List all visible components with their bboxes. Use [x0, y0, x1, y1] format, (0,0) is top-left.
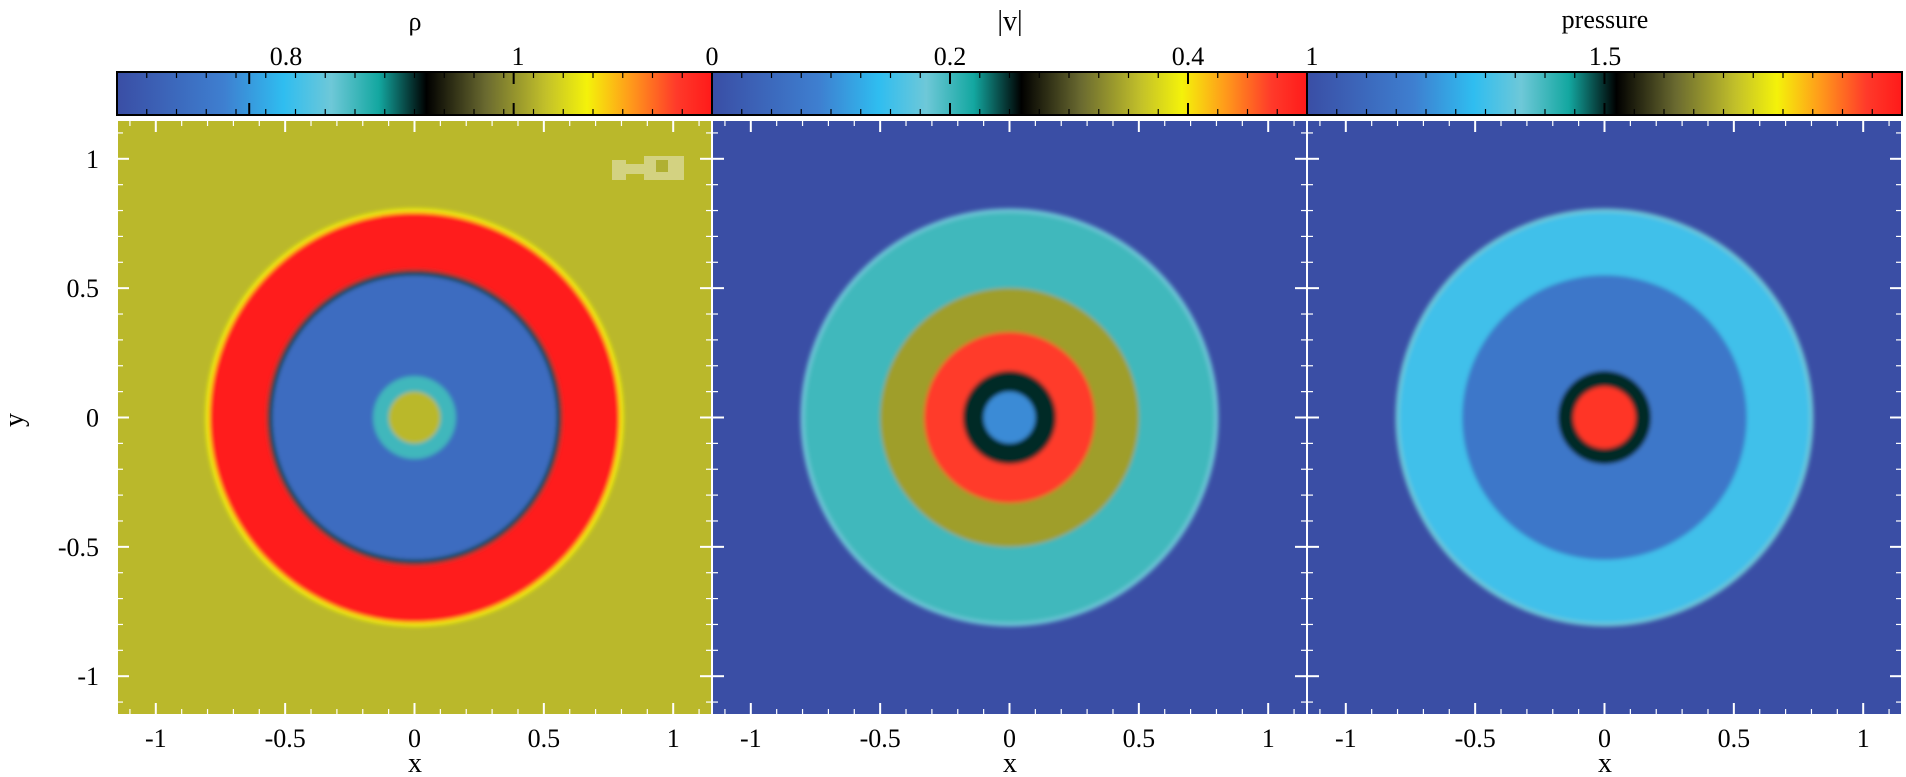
x-tick-label: 0 [1598, 724, 1611, 753]
x-axis-label-pressure: x [1598, 748, 1612, 777]
x-tick-label: 0.5 [1718, 724, 1751, 753]
colorbar-rho-tick-0.8: 0.8 [270, 42, 303, 71]
y-axis-label: y [0, 413, 30, 427]
x-tick-label: 0.5 [528, 724, 561, 753]
heatmap-ring [1573, 386, 1636, 449]
colorbar-v-tick-0.2: 0.2 [934, 42, 967, 71]
colorbar-v-bar [711, 71, 1308, 116]
x-tick-label: 1 [1857, 724, 1870, 753]
y-tick-label: 1 [86, 145, 99, 174]
y-tick-label: 0.5 [67, 274, 100, 303]
colorbar-rho-tick-1: 1 [512, 42, 525, 71]
x-tick-label: 0 [1003, 724, 1016, 753]
x-axis-label-v: x [1003, 748, 1017, 777]
watermark-glyph [612, 156, 684, 180]
x-tick-label: -0.5 [1455, 724, 1496, 753]
x-axis-label-rho: x [408, 748, 422, 777]
x-tick-label: -1 [740, 724, 762, 753]
y-tick-label: -1 [77, 662, 99, 691]
x-tick-label: 1 [667, 724, 680, 753]
y-tick-label: -0.5 [58, 533, 99, 562]
heatmap-ring [388, 391, 441, 444]
colorbar-label-rho: ρ [409, 7, 422, 36]
colorbar-pressure [1306, 71, 1903, 116]
colorbar-label-pressure: pressure [1562, 5, 1649, 34]
colorbar-rho-bar [116, 71, 713, 116]
x-tick-label: -1 [145, 724, 167, 753]
panel-v: -1 -0.5 0 0.5 1 [711, 119, 1308, 753]
colorbar-v-tick-0: 0 [706, 42, 719, 71]
x-tick-label: -0.5 [860, 724, 901, 753]
panel-rho: -1 -0.5 0 0.5 1 -1 -0.5 0 0.5 1 [58, 119, 713, 753]
colorbar-v-tick-0.4: 0.4 [1172, 42, 1205, 71]
x-tick-label: -1 [1335, 724, 1357, 753]
shock-front [1395, 208, 1814, 627]
x-tick-label: 1 [1262, 724, 1275, 753]
panel-pressure: -1 -0.5 0 0.5 1 [1306, 119, 1903, 753]
colorbar-label-v: |v| [997, 6, 1022, 37]
x-tick-label: 0 [408, 724, 421, 753]
x-tick-label: 0.5 [1123, 724, 1156, 753]
heatmap-ring [983, 391, 1036, 444]
shock-front [205, 208, 624, 627]
shock-front [800, 208, 1219, 627]
x-tick-label: -0.5 [265, 724, 306, 753]
colorbar-p-tick-1.5: 1.5 [1589, 42, 1622, 71]
colorbar-v [711, 71, 1308, 116]
colorbar-p-tick-1: 1 [1306, 42, 1319, 71]
colorbar-rho [116, 71, 713, 116]
y-tick-label: 0 [86, 404, 99, 433]
